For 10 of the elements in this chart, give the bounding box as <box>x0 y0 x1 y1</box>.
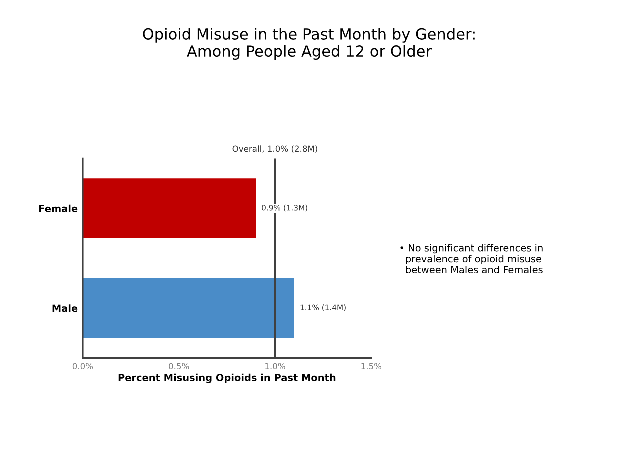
chart-title: Opioid Misuse in the Past Month by Gender: Among People Aged 12 or Older <box>143 28 475 60</box>
x-tick-label: 1.0% <box>266 363 286 370</box>
x-tick-label: 0.0% <box>72 363 94 370</box>
ref-line-label: Overall, 1.0% (2.8M) <box>232 146 318 154</box>
x-tick-label: 0.5% <box>169 363 190 370</box>
x-tick-label: 1.5% <box>362 363 382 370</box>
x-axis-title: Percent Misusing Opioids in Past Month <box>118 374 336 384</box>
y-tick-label: Female <box>40 204 78 212</box>
text: • No significant differences in prevalence of opioid misuse between Males and Females <box>400 244 543 274</box>
y-tick-label: Male <box>52 304 78 312</box>
